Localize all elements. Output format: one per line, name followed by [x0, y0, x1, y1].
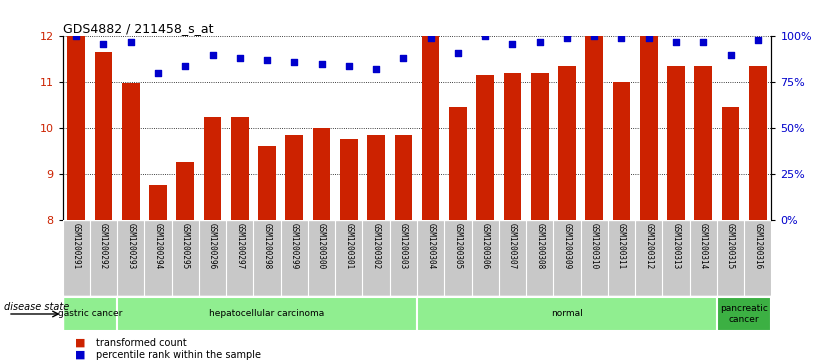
Bar: [721, 107, 740, 220]
Text: GSM1200299: GSM1200299: [289, 223, 299, 270]
Point: [369, 66, 383, 72]
Bar: [667, 66, 685, 220]
Point: [670, 39, 683, 45]
Point: [397, 56, 410, 61]
Bar: [94, 52, 113, 220]
Point: [424, 35, 437, 41]
Point: [505, 41, 519, 46]
Bar: [449, 107, 467, 220]
Bar: [340, 139, 358, 220]
Bar: [259, 146, 276, 220]
Text: GSM1200298: GSM1200298: [263, 223, 272, 270]
Bar: [640, 36, 658, 220]
Bar: [367, 135, 385, 220]
Point: [696, 39, 710, 45]
Text: GSM1200305: GSM1200305: [454, 223, 462, 270]
Bar: [749, 66, 766, 220]
Text: GSM1200316: GSM1200316: [753, 223, 762, 270]
Text: ■: ■: [75, 350, 86, 360]
Bar: [530, 73, 549, 220]
Bar: [231, 117, 249, 220]
Bar: [504, 73, 521, 220]
Point: [178, 63, 192, 69]
Point: [69, 33, 83, 39]
Point: [288, 59, 301, 65]
Bar: [176, 162, 194, 220]
Text: GSM1200306: GSM1200306: [480, 223, 490, 270]
Bar: [417, 297, 717, 331]
Point: [451, 50, 465, 56]
Text: GDS4882 / 211458_s_at: GDS4882 / 211458_s_at: [63, 22, 213, 35]
Text: pancreatic
cancer: pancreatic cancer: [721, 304, 768, 324]
Bar: [422, 36, 440, 220]
Text: GSM1200293: GSM1200293: [126, 223, 135, 270]
Text: GSM1200310: GSM1200310: [590, 223, 599, 270]
Point: [560, 35, 574, 41]
Point: [533, 39, 546, 45]
Point: [342, 63, 355, 69]
Text: GSM1200312: GSM1200312: [644, 223, 653, 270]
Bar: [122, 83, 139, 220]
Text: GSM1200291: GSM1200291: [72, 223, 81, 270]
Text: ■: ■: [75, 338, 86, 348]
Text: GSM1200314: GSM1200314: [699, 223, 708, 270]
Text: GSM1200309: GSM1200309: [562, 223, 571, 270]
Text: GSM1200296: GSM1200296: [208, 223, 217, 270]
Text: hepatocellular carcinoma: hepatocellular carcinoma: [209, 310, 324, 318]
Bar: [717, 297, 771, 331]
Text: GSM1200294: GSM1200294: [153, 223, 163, 270]
Point: [615, 35, 628, 41]
Text: GSM1200297: GSM1200297: [235, 223, 244, 270]
Point: [234, 56, 247, 61]
Bar: [558, 66, 575, 220]
Point: [124, 39, 138, 45]
Point: [151, 70, 164, 76]
Bar: [203, 117, 221, 220]
Point: [587, 33, 600, 39]
Point: [724, 52, 737, 57]
Bar: [695, 66, 712, 220]
Bar: [585, 36, 603, 220]
Text: disease state: disease state: [4, 302, 69, 312]
Point: [642, 35, 656, 41]
Bar: [476, 75, 494, 220]
Bar: [149, 185, 167, 220]
Text: gastric cancer: gastric cancer: [58, 310, 122, 318]
Bar: [68, 36, 85, 220]
Point: [479, 33, 492, 39]
Text: GSM1200295: GSM1200295: [181, 223, 190, 270]
Text: GSM1200303: GSM1200303: [399, 223, 408, 270]
Bar: [63, 297, 117, 331]
Text: GSM1200311: GSM1200311: [617, 223, 626, 270]
Point: [315, 61, 329, 67]
Bar: [285, 135, 304, 220]
Bar: [117, 297, 417, 331]
Bar: [313, 128, 330, 220]
Text: normal: normal: [551, 310, 583, 318]
Bar: [394, 135, 412, 220]
Text: GSM1200302: GSM1200302: [372, 223, 380, 270]
Text: GSM1200304: GSM1200304: [426, 223, 435, 270]
Point: [97, 41, 110, 46]
Point: [751, 37, 765, 43]
Text: GSM1200292: GSM1200292: [99, 223, 108, 270]
Text: GSM1200301: GSM1200301: [344, 223, 354, 270]
Text: GSM1200315: GSM1200315: [726, 223, 735, 270]
Point: [206, 52, 219, 57]
Text: percentile rank within the sample: percentile rank within the sample: [96, 350, 261, 360]
Text: GSM1200313: GSM1200313: [671, 223, 681, 270]
Text: GSM1200308: GSM1200308: [535, 223, 545, 270]
Point: [260, 57, 274, 63]
Bar: [613, 82, 631, 220]
Text: GSM1200307: GSM1200307: [508, 223, 517, 270]
Text: GSM1200300: GSM1200300: [317, 223, 326, 270]
Text: transformed count: transformed count: [96, 338, 187, 348]
